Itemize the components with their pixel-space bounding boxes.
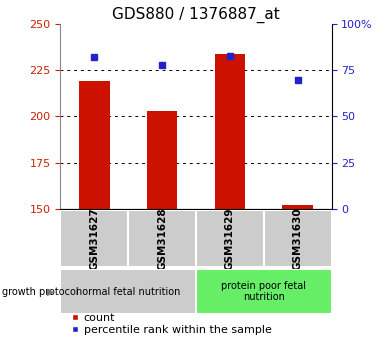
Bar bbox=[128, 210, 196, 267]
Text: ▶: ▶ bbox=[47, 287, 55, 296]
Bar bbox=[147, 111, 177, 209]
Bar bbox=[215, 54, 245, 209]
Bar bbox=[60, 269, 196, 314]
Bar bbox=[79, 81, 110, 209]
Text: normal fetal nutrition: normal fetal nutrition bbox=[76, 287, 181, 296]
Text: GSM31627: GSM31627 bbox=[89, 208, 99, 270]
Text: GSM31629: GSM31629 bbox=[225, 208, 235, 270]
Bar bbox=[282, 205, 313, 209]
Text: protein poor fetal
nutrition: protein poor fetal nutrition bbox=[221, 281, 306, 302]
Bar bbox=[60, 210, 128, 267]
Text: growth protocol: growth protocol bbox=[2, 287, 78, 296]
Text: GSM31630: GSM31630 bbox=[292, 208, 303, 270]
Bar bbox=[264, 210, 332, 267]
Text: GSM31628: GSM31628 bbox=[157, 208, 167, 270]
Bar bbox=[196, 269, 332, 314]
Legend: count, percentile rank within the sample: count, percentile rank within the sample bbox=[66, 308, 276, 339]
Bar bbox=[196, 210, 264, 267]
Title: GDS880 / 1376887_at: GDS880 / 1376887_at bbox=[112, 7, 280, 23]
